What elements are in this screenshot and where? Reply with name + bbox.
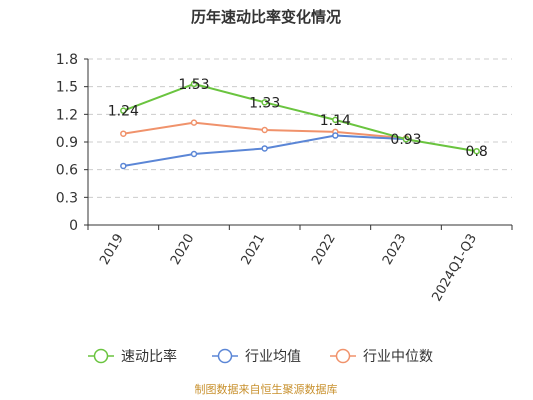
legend-marker (217, 348, 233, 364)
data-label: 1.33 (249, 95, 280, 111)
data-label: 1.24 (108, 104, 139, 120)
data-point (261, 126, 268, 134)
y-tick-label: 0.6 (56, 163, 78, 179)
y-tick-label: 1.8 (56, 52, 78, 68)
data-label: 1.53 (178, 77, 209, 93)
series (120, 80, 480, 170)
legend-item[interactable]: 行业均值 (212, 348, 301, 365)
x-tick-label: 2024Q1-Q3 (430, 231, 481, 304)
data-point (402, 135, 410, 143)
source-note: 制图数据来自恒生聚源数据库 (195, 382, 338, 396)
data-point (120, 162, 127, 170)
x-tick-label: 2022 (309, 232, 339, 268)
legend-item[interactable]: 行业中位数 (330, 348, 433, 365)
data-point (120, 107, 127, 114)
legend-label: 行业中位数 (363, 349, 433, 365)
grid (88, 58, 512, 198)
x-tick-label: 2019 (97, 232, 127, 268)
y-tick-label: 1.2 (56, 107, 78, 123)
x-tick-label: 2021 (239, 232, 269, 268)
data-point (332, 132, 339, 139)
y-tick-label: 0.9 (56, 135, 78, 151)
data-point (120, 130, 127, 137)
legend: 速动比率 行业均值 行业中位数 (88, 348, 433, 365)
legend-marker (335, 348, 351, 364)
y-tick-label: 0 (69, 218, 78, 234)
x-tick-label: 2020 (168, 232, 198, 268)
data-point (190, 150, 198, 158)
y-tick-label: 1.5 (56, 80, 78, 96)
legend-label: 速动比率 (121, 348, 177, 365)
legend-label: 行业均值 (245, 349, 301, 365)
data-label: 1.14 (320, 113, 351, 129)
data-label: 0.93 (390, 132, 421, 148)
data-point (261, 145, 268, 152)
series-line (122, 82, 477, 153)
data-point (261, 99, 268, 106)
data-labels: 1.24 1.53 1.33 1.14 0.93 0.8 (108, 77, 488, 160)
axes: 0 0.3 0.6 0.9 1.2 1.5 1.8 2019 2020 2021 2022 2023 2… (56, 52, 513, 304)
legend-item[interactable]: 速动比率 (88, 348, 177, 365)
data-point (332, 116, 339, 124)
legend-marker (93, 348, 109, 364)
data-point (190, 119, 198, 126)
data-point (473, 147, 480, 155)
data-label: 0.8 (466, 144, 488, 160)
data-point (190, 80, 198, 88)
x-tick-label: 2023 (380, 232, 410, 268)
y-tick-label: 0.3 (56, 190, 78, 206)
chart-title: 历年速动比率变化情况 (191, 8, 341, 26)
